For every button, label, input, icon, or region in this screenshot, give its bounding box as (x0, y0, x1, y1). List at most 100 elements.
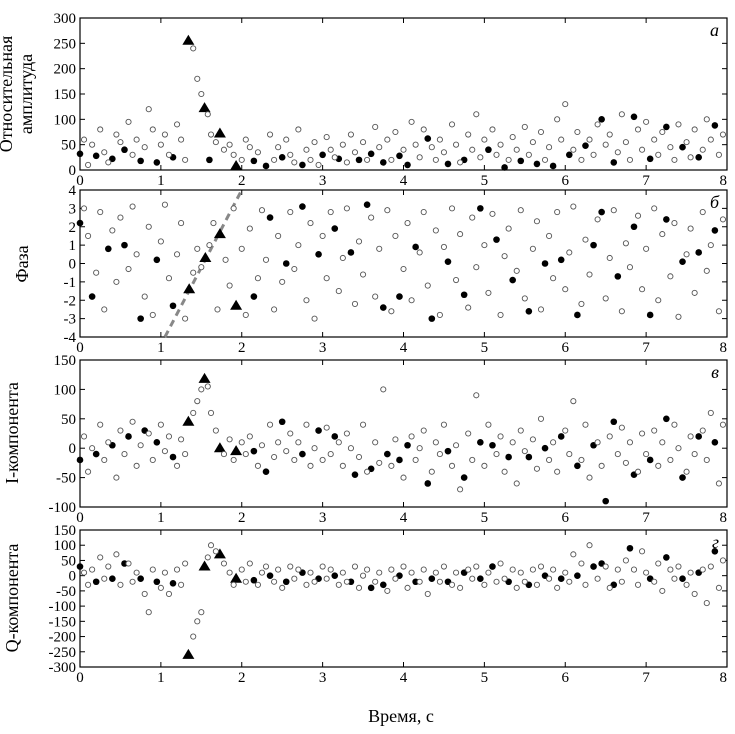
data-point-open (303, 146, 310, 153)
data-point-open (501, 253, 508, 260)
data-point-open (101, 575, 108, 582)
data-point-open (161, 131, 168, 138)
data-point-filled (565, 151, 573, 159)
y-axis-title-line: Относительная (0, 36, 16, 153)
data-point-open (206, 242, 213, 249)
data-point-open (659, 439, 666, 446)
data-point-open (513, 480, 520, 487)
data-point-filled (424, 135, 432, 142)
data-series-open-circle (80, 45, 727, 168)
data-point-filled (153, 439, 161, 446)
data-point-open (319, 563, 326, 570)
data-point-open (408, 569, 415, 576)
data-point-triangle (199, 251, 212, 262)
data-point-open (327, 566, 334, 573)
data-point-open (190, 45, 197, 52)
data-point-open (509, 439, 516, 446)
data-point-filled (169, 302, 177, 310)
data-point-open (578, 156, 585, 163)
data-point-open (242, 578, 249, 585)
data-point-open (182, 315, 189, 322)
data-point-open (457, 584, 464, 591)
data-point-open (513, 146, 520, 153)
data-point-open (97, 421, 104, 428)
data-series-triangle (183, 228, 243, 310)
data-point-open (254, 275, 261, 282)
y-axis-title: Фаза (12, 245, 32, 282)
y-tick-label: 2 (69, 220, 77, 236)
data-point-filled (610, 159, 618, 166)
data-point-filled (282, 578, 290, 586)
data-point-filled (711, 439, 719, 446)
data-point-open (173, 121, 181, 128)
data-point-open (204, 383, 211, 390)
data-point-open (659, 128, 666, 136)
data-point-open (675, 563, 682, 570)
data-point-open (85, 161, 92, 168)
data-point-open (80, 433, 88, 440)
data-point-open (392, 575, 399, 582)
data-point-filled (557, 256, 565, 264)
data-point-filled (331, 433, 339, 440)
data-point-open (606, 584, 613, 591)
data-point-filled (541, 444, 549, 452)
data-point-open (683, 581, 690, 588)
data-point-open (283, 448, 290, 455)
data-point-filled (525, 307, 533, 315)
y-tick-label: -4 (64, 330, 77, 346)
data-point-open (570, 146, 577, 153)
data-point-open (343, 205, 350, 212)
data-point-open (546, 575, 553, 582)
data-point-open (335, 581, 342, 588)
data-point-open (529, 245, 536, 252)
data-point-filled (92, 578, 100, 586)
data-point-open (408, 433, 415, 440)
data-point-open (622, 459, 629, 466)
data-point-filled (206, 156, 213, 164)
data-point-open (582, 421, 589, 428)
data-point-open (465, 304, 472, 311)
data-point-filled (557, 433, 565, 440)
data-point-filled (460, 291, 468, 299)
data-point-open (453, 276, 460, 284)
data-point-open (659, 587, 666, 594)
data-point-open (436, 451, 443, 458)
data-point-open (570, 203, 577, 210)
data-point-open (355, 584, 363, 591)
y-tick-label: -2 (64, 293, 77, 309)
data-point-open (497, 141, 504, 148)
y-tick-label: -50 (56, 471, 76, 487)
data-point-filled (355, 156, 363, 164)
data-point-open (89, 141, 96, 148)
data-point-open (408, 297, 415, 304)
x-tick-label: 4 (400, 340, 408, 356)
data-point-open (275, 144, 282, 151)
data-point-open (537, 415, 545, 422)
y-tick-label: 50 (61, 553, 76, 569)
data-point-triangle (182, 648, 195, 659)
x-tick-label: 5 (481, 510, 489, 526)
data-point-open (145, 223, 152, 230)
data-point-open (497, 433, 504, 440)
data-point-open (254, 581, 261, 588)
data-point-open (521, 578, 528, 585)
data-point-open (457, 486, 464, 493)
data-point-open (643, 569, 650, 576)
data-point-open (562, 286, 569, 293)
data-point-open (606, 131, 613, 138)
data-point-open (469, 214, 476, 221)
data-point-open (562, 101, 569, 108)
data-point-filled (250, 447, 258, 455)
data-point-open (691, 451, 698, 458)
data-point-open (295, 242, 302, 249)
data-point-filled (444, 160, 452, 168)
data-point-open (715, 584, 722, 591)
data-point-filled (444, 258, 452, 265)
data-point-open (319, 456, 326, 464)
data-point-open (566, 578, 573, 585)
data-point-open (204, 554, 211, 561)
data-point-triangle (198, 372, 211, 383)
data-point-open (355, 238, 363, 245)
data-point-open (493, 578, 500, 585)
data-point-open (149, 311, 156, 319)
